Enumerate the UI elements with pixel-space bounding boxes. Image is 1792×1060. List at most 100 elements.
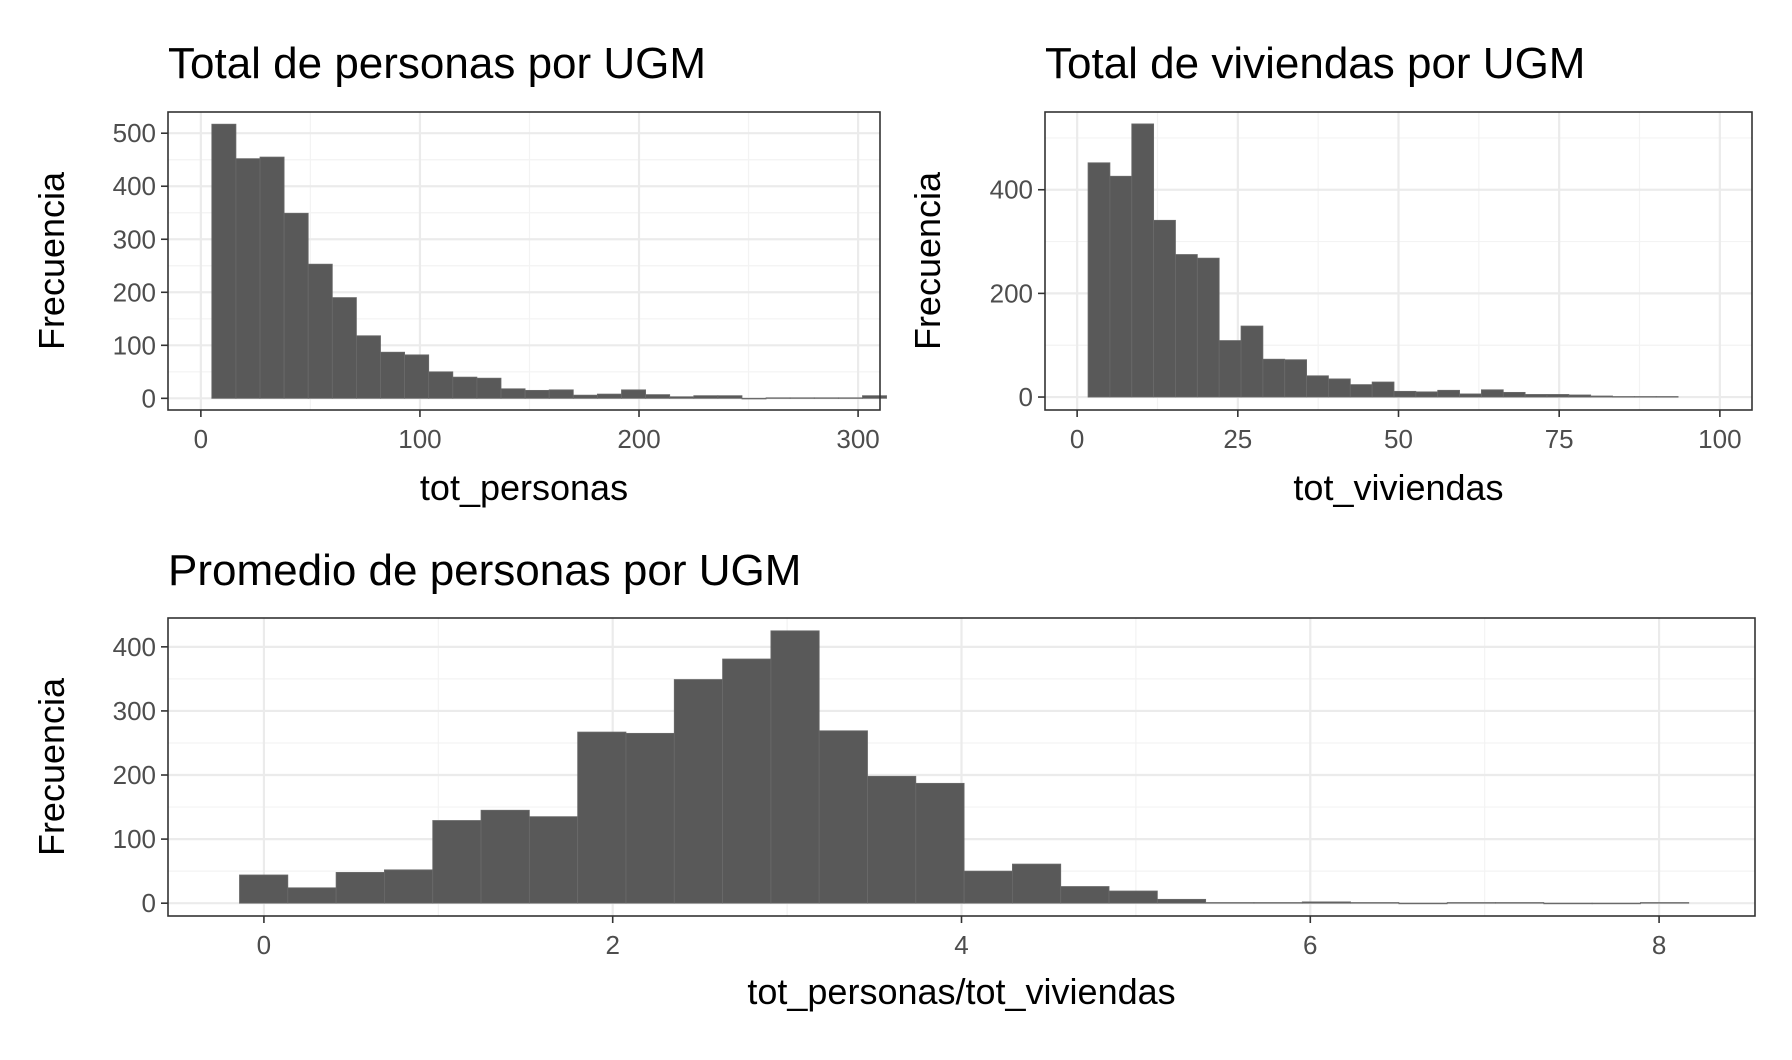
panel-3-histogram-bar	[1301, 901, 1351, 904]
panel-1-y-tick-label: 0	[142, 383, 156, 413]
panel-2-histogram-bar	[1262, 358, 1286, 398]
panel-2-histogram-bar	[1524, 394, 1548, 398]
panel-3-histogram-bar	[1398, 902, 1448, 905]
panel-3-histogram-bar	[1108, 890, 1158, 904]
panel-2-histogram-bar	[1371, 381, 1395, 398]
panel-3-histogram-bar	[1495, 902, 1545, 904]
panel-2-histogram-bar	[1393, 390, 1417, 398]
panel-2-y-tick-label: 200	[990, 278, 1033, 308]
panel-1-histogram-bar	[380, 351, 406, 399]
panel-1-histogram-bar	[572, 394, 598, 399]
panel-2-histogram-bar	[1218, 340, 1242, 398]
panel-3-histogram-bar	[1205, 902, 1255, 904]
panel-3-histogram-bar	[1446, 902, 1496, 904]
panel-1-histogram-bar	[404, 354, 430, 399]
panel-3-x-tick-label: 0	[257, 930, 271, 960]
panel-1-y-tick-label: 400	[113, 171, 156, 201]
panel-2-y-axis-label: Frecuencia	[907, 171, 948, 350]
panel-3-x-tick-label: 2	[605, 930, 619, 960]
panel-3-y-tick-label: 100	[113, 824, 156, 854]
panel-1-histogram-bar	[862, 395, 887, 399]
panel-1-histogram-bar	[428, 371, 454, 399]
panel-3-y-axis-label: Frecuencia	[31, 677, 72, 856]
panel-3-histogram-bar	[239, 874, 289, 904]
panel-1-histogram-bar	[452, 376, 478, 399]
panel-3-histogram-bar	[963, 870, 1013, 904]
panel-1-histogram-bar	[621, 389, 646, 399]
panel-2-histogram-bar	[1481, 389, 1504, 398]
panel-1-x-tick-label: 300	[836, 424, 879, 454]
panel-1-histogram-bar	[283, 212, 309, 399]
panel-1-histogram-bar	[693, 395, 719, 399]
panel-3-x-tick-label: 6	[1303, 930, 1317, 960]
panel-3-histogram-bar	[384, 869, 434, 904]
panel-2-x-tick-label: 75	[1545, 424, 1574, 454]
panel-2-x-tick-label: 100	[1698, 424, 1741, 454]
panel-1-histogram-bar	[837, 397, 863, 399]
panel-2-histogram-bar	[1568, 394, 1592, 398]
panel-1-x-axis-label: tot_personas	[420, 467, 628, 508]
panel-3-histogram-bar	[335, 872, 385, 904]
panel-1-x-tick-label: 0	[194, 424, 208, 454]
panel-3-histogram-bar	[1060, 886, 1110, 904]
panel-3-histogram-bar	[432, 820, 482, 904]
panel-1-histogram-bar	[645, 394, 671, 399]
panel-3-x-tick-label: 8	[1652, 930, 1666, 960]
panel-1-histogram-bar	[765, 397, 791, 399]
panel-2-histogram-bar	[1240, 325, 1264, 398]
panel-2-histogram-bar	[1612, 396, 1635, 398]
panel-3-histogram-bar	[1640, 902, 1690, 904]
panel-3-y-tick-label: 0	[142, 888, 156, 918]
panel-1-histogram-bar	[500, 388, 526, 399]
panel-3-x-tick-label: 4	[954, 930, 968, 960]
panel-1-histogram-bar	[356, 335, 381, 399]
panel-1-histogram-bar	[211, 123, 237, 399]
panel-1-title: Total de personas por UGM	[168, 39, 706, 88]
panel-2-histogram-bar	[1655, 396, 1679, 398]
panel-3-y-tick-label: 200	[113, 760, 156, 790]
panel-2-histogram-bar	[1284, 359, 1307, 398]
panel-3-histogram-bar	[1156, 898, 1207, 904]
panel-1-y-tick-label: 200	[113, 277, 156, 307]
panel-2-histogram-bar	[1087, 162, 1111, 398]
panel-3-y-tick-label: 300	[113, 696, 156, 726]
panel-3-histogram-bar	[722, 658, 772, 904]
panel-2-x-tick-label: 25	[1223, 424, 1252, 454]
panel-1-histogram-bar	[669, 396, 695, 399]
panel-3-histogram-bar	[673, 679, 723, 904]
panel-1-histogram-bar	[548, 389, 574, 399]
panel-3-histogram-bar	[528, 816, 579, 904]
panel-1-histogram-bar	[331, 297, 357, 399]
panel-2-histogram-bar	[1415, 391, 1439, 398]
panel-1-histogram-bar	[596, 393, 622, 399]
panel-2-histogram-bar	[1502, 391, 1526, 398]
panel-1-y-axis-label: Frecuencia	[31, 171, 72, 350]
panel-2-x-axis-label: tot_viviendas	[1293, 467, 1503, 508]
panel-3-histogram-bar	[818, 730, 868, 904]
panel-1-histogram-bar	[259, 156, 285, 399]
panel-3-histogram-bar	[915, 782, 965, 904]
panel-2-histogram-bar	[1131, 123, 1155, 398]
panel-3-histogram-bar	[867, 775, 917, 904]
panel-3-histogram-bar	[625, 732, 675, 904]
panel-2-x-tick-label: 50	[1384, 424, 1413, 454]
panel-1-histogram-bar	[524, 389, 550, 399]
panel-2-histogram-bar	[1328, 378, 1351, 398]
panel-2-histogram-bar	[1349, 384, 1373, 398]
panel-2-histogram-bar	[1196, 257, 1220, 398]
panel-1-y-tick-label: 500	[113, 118, 156, 148]
panel-3-title: Promedio de personas por UGM	[168, 546, 801, 595]
panel-1-histogram-bar	[813, 397, 839, 399]
panel-2-histogram-bar	[1546, 394, 1570, 398]
panel-3-histogram-bar	[1543, 902, 1593, 905]
panel-2-histogram-bar	[1175, 254, 1198, 398]
panel-1-y-tick-label: 300	[113, 224, 156, 254]
panel-3-histogram-bar	[770, 630, 820, 904]
panel-2-y-tick-label: 0	[1019, 382, 1033, 412]
panel-2-title: Total de viviendas por UGM	[1045, 39, 1585, 88]
panel-2-histogram-bar	[1109, 175, 1133, 398]
panel-2-histogram-bar	[1306, 375, 1329, 398]
panel-3-histogram-bar	[1253, 902, 1303, 904]
